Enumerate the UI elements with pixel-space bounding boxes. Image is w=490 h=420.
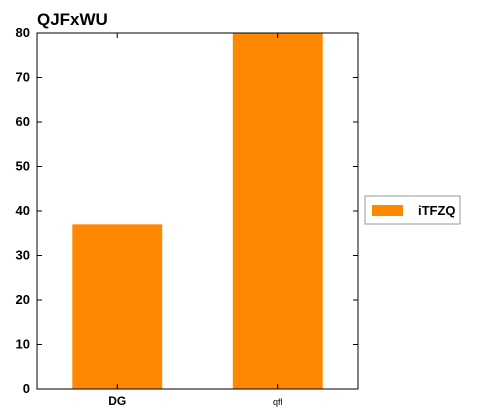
y-tick-label-0: 0 <box>23 381 30 396</box>
bar-qfl <box>232 33 323 389</box>
legend: iTFZQ <box>364 195 461 225</box>
y-tick-label-20: 20 <box>16 292 30 307</box>
bars-group <box>72 33 323 389</box>
y-tick-label-80: 80 <box>16 25 30 40</box>
legend-label: iTFZQ <box>418 203 456 218</box>
y-tick-label-50: 50 <box>16 159 30 174</box>
legend-swatch <box>372 205 403 216</box>
x-tick-label-DG: DG <box>108 394 126 408</box>
y-tick-label-30: 30 <box>16 248 30 263</box>
x-axis: DG qfl <box>108 33 283 408</box>
y-tick-label-60: 60 <box>16 114 30 129</box>
y-tick-label-40: 40 <box>16 203 30 218</box>
bar-DG <box>72 224 163 389</box>
y-axis: 0 10 20 30 40 50 60 70 80 <box>16 25 358 396</box>
chart-title: QJFxWU <box>37 10 108 29</box>
y-tick-label-10: 10 <box>16 337 30 352</box>
y-tick-label-70: 70 <box>16 70 30 85</box>
x-tick-label-qfl: qfl <box>273 397 283 407</box>
